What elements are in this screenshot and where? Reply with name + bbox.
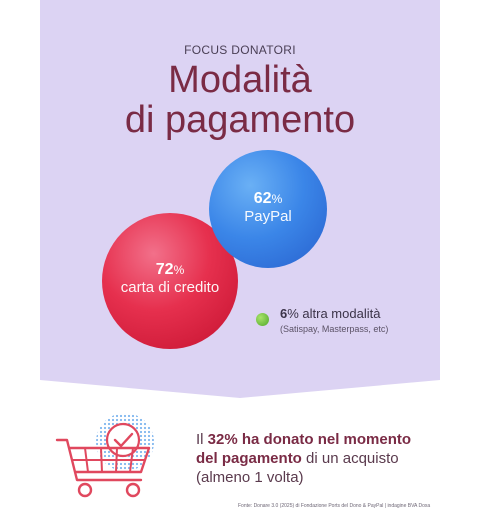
stat-text: Il 32% ha donato nel momento del pagamen… bbox=[196, 431, 412, 486]
other-modality-note: (Satispay, Masterpass, etc) bbox=[280, 324, 389, 334]
header-panel bbox=[40, 0, 440, 398]
paypal-label: PayPal bbox=[244, 208, 292, 225]
shopping-cart-icon bbox=[55, 410, 165, 507]
card-percent: 72% bbox=[155, 261, 185, 278]
checkmark-icon bbox=[105, 422, 141, 458]
other-modality: 6% altra modalità bbox=[280, 306, 381, 321]
card-label: carta di credito bbox=[120, 279, 220, 296]
bubble-paypal bbox=[209, 150, 327, 268]
page-title: Modalità di pagamento bbox=[0, 60, 480, 140]
source-note: Fonte: Donare 3.0 (2025) di Fondazione P… bbox=[238, 503, 431, 509]
other-dot-icon bbox=[256, 313, 269, 326]
bubble-card bbox=[102, 213, 238, 349]
title-line-1: Modalità bbox=[168, 59, 312, 101]
eyebrow-label: FOCUS DONATORI bbox=[184, 43, 296, 57]
title-line-2: di pagamento bbox=[124, 99, 356, 141]
card-bubble-text: 72% carta di credito bbox=[102, 261, 238, 296]
paypal-percent: 62% bbox=[253, 190, 283, 207]
paypal-bubble-text: 62% PayPal bbox=[209, 190, 327, 225]
